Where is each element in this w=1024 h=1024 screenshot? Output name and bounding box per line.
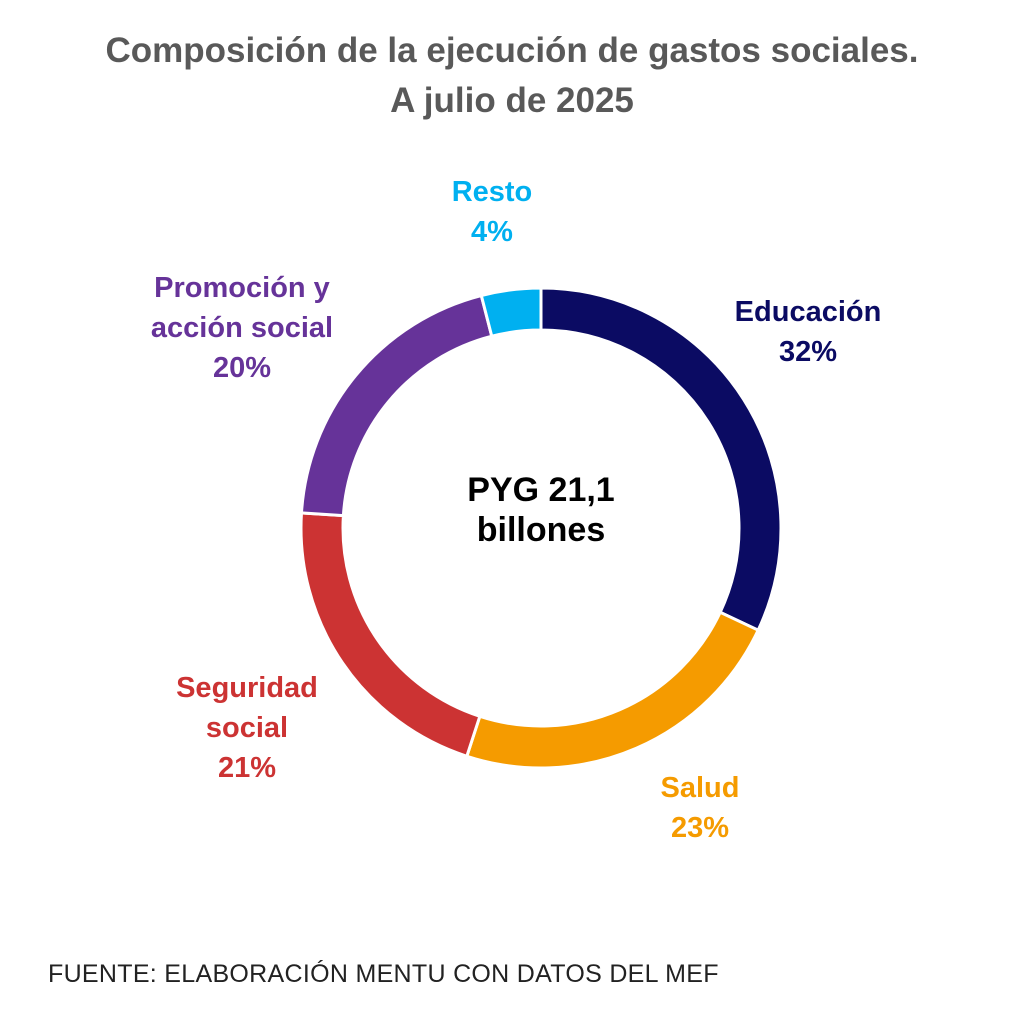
- source-note: FUENTE: ELABORACIÓN MENTU CON DATOS DEL …: [48, 960, 719, 988]
- category-label: Promoción y acción social: [150, 272, 334, 344]
- value-label: 4%: [471, 216, 513, 248]
- value-label: 32%: [778, 336, 838, 368]
- category-label: Educación: [734, 296, 882, 328]
- slice-label: Educación 32%: [698, 292, 918, 372]
- slice-label: Promoción y acción social 20%: [147, 268, 337, 388]
- category-label: Resto: [451, 176, 533, 208]
- category-label: Seguridad social: [176, 672, 318, 744]
- slice-label: Resto 4%: [432, 172, 552, 252]
- value-label: 23%: [670, 812, 730, 844]
- slice-label: Salud 23%: [620, 768, 780, 848]
- category-label: Salud: [660, 772, 740, 804]
- donut-slice: [479, 286, 543, 339]
- donut-slice: [464, 610, 761, 770]
- slice-label: Seguridad social 21%: [157, 668, 337, 788]
- value-label: 20%: [212, 352, 272, 384]
- value-label: 21%: [217, 752, 277, 784]
- center-label: PYG 21,1 billones: [467, 471, 615, 549]
- chart-title: Composición de la ejecución de gastos so…: [105, 31, 919, 120]
